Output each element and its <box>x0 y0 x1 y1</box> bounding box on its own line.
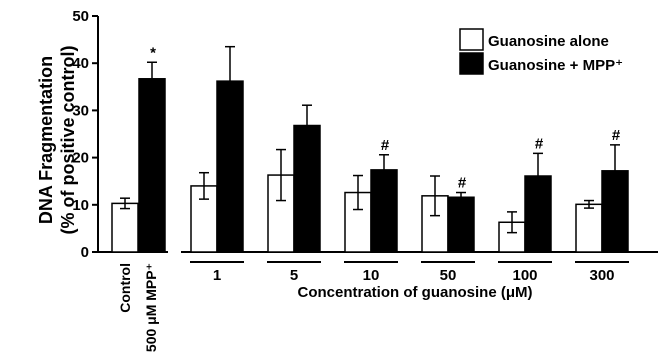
group-1-mpp-bar <box>216 80 244 253</box>
legend-swatch-alone <box>459 28 484 51</box>
significance-marks: * # # # # <box>150 44 621 191</box>
x-axis-title: Concentration of guanosine (μM) <box>298 284 533 301</box>
group-100-mpp-significance-mark: # <box>535 135 544 152</box>
y-ticks: 0 10 20 30 40 50 <box>72 8 98 261</box>
y-tick-label: 0 <box>81 244 89 261</box>
group-10-mpp-bar <box>370 169 398 253</box>
category-label-300: 300 <box>589 267 614 284</box>
legend-label-mpp: Guanosine + MPP⁺ <box>488 57 623 74</box>
legend: Guanosine alone Guanosine + MPP⁺ <box>459 28 623 75</box>
group-50-mpp-significance-mark: # <box>458 175 467 192</box>
legend-swatch-mpp <box>459 52 484 75</box>
category-label-10: 10 <box>363 267 380 284</box>
error-bars <box>120 45 620 234</box>
group-100-mpp-bar <box>524 175 552 253</box>
control-bar <box>111 202 139 253</box>
legend-label-alone: Guanosine alone <box>488 33 609 50</box>
category-label-1: 1 <box>213 267 221 284</box>
mpp-control-bar <box>138 78 166 253</box>
y-tick-label: 30 <box>72 102 89 119</box>
group-300-mpp-bar <box>601 170 629 253</box>
y-axis-title-line2: (% of positive control) <box>58 45 78 234</box>
y-tick-label: 10 <box>72 197 89 214</box>
category-label-50: 50 <box>440 267 457 284</box>
y-tick-label: 20 <box>72 150 89 167</box>
y-tick-label: 50 <box>72 8 89 25</box>
bars <box>111 78 629 253</box>
category-label-100: 100 <box>512 267 537 284</box>
control-label: Control <box>117 263 133 313</box>
group-10-mpp-significance-mark: # <box>381 137 390 154</box>
category-label-5: 5 <box>290 267 298 284</box>
mpp-control-significance-mark: * <box>150 44 156 61</box>
group-50-mpp-bar <box>447 196 475 253</box>
y-tick-label: 40 <box>72 55 89 72</box>
y-axis-title: DNA Fragmentation (% of positive control… <box>36 45 78 234</box>
group-300-alone-bar <box>575 203 603 253</box>
category-labels: 1 5 10 50 100 300 <box>190 261 629 284</box>
group-5-mpp-bar <box>293 124 321 253</box>
group-300-mpp-significance-mark: # <box>612 127 621 144</box>
y-axis-title-line1: DNA Fragmentation <box>36 56 56 224</box>
mpp-control-label: 500 μM MPP⁺ <box>143 263 159 352</box>
